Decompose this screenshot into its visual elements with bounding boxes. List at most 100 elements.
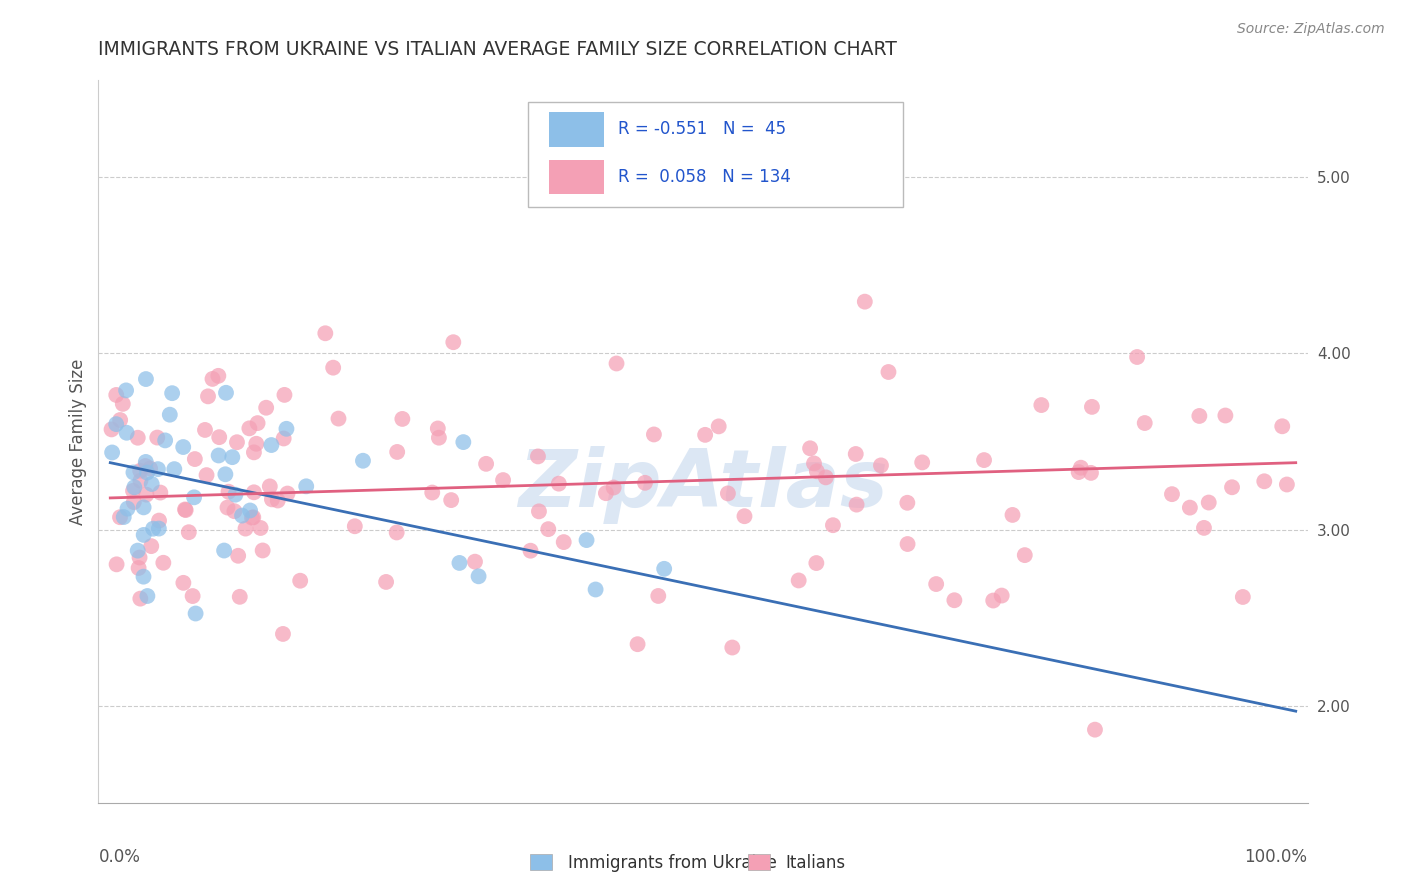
- Point: [441, 335, 464, 350]
- Point: [375, 574, 398, 589]
- Text: 0.0%: 0.0%: [98, 847, 141, 865]
- Point: [163, 462, 186, 476]
- Point: [553, 535, 575, 549]
- Point: [273, 388, 295, 402]
- Point: [585, 582, 607, 597]
- Point: [1178, 500, 1201, 515]
- Point: [1001, 508, 1024, 522]
- Text: Italians: Italians: [785, 854, 845, 871]
- Point: [260, 438, 283, 452]
- Point: [1192, 521, 1215, 535]
- Point: [129, 591, 152, 606]
- Point: [1215, 409, 1237, 423]
- Point: [127, 431, 149, 445]
- Point: [141, 477, 163, 491]
- Point: [981, 593, 1004, 607]
- Point: [440, 493, 463, 508]
- Point: [799, 442, 821, 456]
- Point: [128, 561, 150, 575]
- Point: [643, 427, 665, 442]
- Point: [1188, 409, 1211, 423]
- Point: [172, 440, 194, 454]
- Point: [806, 464, 828, 478]
- Point: [814, 470, 837, 484]
- Point: [208, 430, 231, 444]
- Point: [1161, 487, 1184, 501]
- Point: [243, 485, 266, 500]
- Point: [242, 510, 264, 524]
- Point: [721, 640, 744, 655]
- Point: [1084, 723, 1107, 737]
- Point: [135, 455, 157, 469]
- FancyBboxPatch shape: [550, 112, 603, 147]
- Point: [925, 577, 948, 591]
- Point: [243, 445, 266, 459]
- Point: [595, 486, 617, 500]
- Point: [734, 509, 756, 524]
- Point: [212, 543, 235, 558]
- Point: [141, 539, 163, 553]
- Point: [1081, 400, 1104, 414]
- Point: [267, 493, 290, 508]
- Point: [135, 372, 157, 386]
- Point: [605, 356, 627, 370]
- Point: [420, 485, 443, 500]
- Point: [111, 397, 134, 411]
- Point: [208, 449, 231, 463]
- Point: [160, 386, 183, 401]
- Point: [273, 432, 295, 446]
- Point: [240, 510, 263, 524]
- Text: ZipAtlas: ZipAtlas: [517, 446, 889, 524]
- Point: [803, 457, 825, 471]
- Point: [853, 294, 876, 309]
- Point: [115, 425, 138, 440]
- Point: [124, 480, 146, 494]
- Point: [201, 372, 224, 386]
- Point: [197, 389, 219, 403]
- Point: [132, 569, 155, 583]
- Point: [117, 501, 139, 516]
- Point: [148, 514, 170, 528]
- Point: [108, 510, 131, 524]
- Point: [328, 411, 350, 425]
- Point: [217, 500, 239, 515]
- Point: [115, 384, 138, 398]
- Point: [184, 452, 207, 467]
- Point: [652, 562, 675, 576]
- Point: [259, 479, 281, 493]
- Point: [105, 558, 128, 572]
- Point: [845, 498, 868, 512]
- Point: [221, 450, 243, 465]
- Point: [519, 543, 541, 558]
- Point: [343, 519, 366, 533]
- Point: [352, 454, 374, 468]
- Point: [174, 502, 197, 516]
- Point: [626, 637, 648, 651]
- Point: [142, 522, 165, 536]
- Point: [322, 360, 344, 375]
- Text: Immigrants from Ukraine: Immigrants from Ukraine: [568, 854, 776, 871]
- Point: [231, 508, 253, 523]
- Point: [877, 365, 900, 379]
- Point: [260, 492, 283, 507]
- Point: [174, 503, 197, 517]
- Point: [215, 385, 238, 400]
- Point: [314, 326, 336, 341]
- Point: [218, 484, 240, 499]
- Point: [1126, 350, 1149, 364]
- Point: [717, 486, 740, 500]
- Point: [870, 458, 893, 473]
- Point: [224, 488, 246, 502]
- Point: [1014, 548, 1036, 562]
- Point: [122, 483, 145, 498]
- Point: [634, 475, 657, 490]
- Point: [453, 435, 475, 450]
- Point: [845, 447, 868, 461]
- Point: [108, 413, 131, 427]
- Point: [129, 474, 152, 488]
- Point: [896, 496, 918, 510]
- Point: [467, 569, 489, 583]
- Point: [602, 481, 624, 495]
- Y-axis label: Average Family Size: Average Family Size: [69, 359, 87, 524]
- Point: [943, 593, 966, 607]
